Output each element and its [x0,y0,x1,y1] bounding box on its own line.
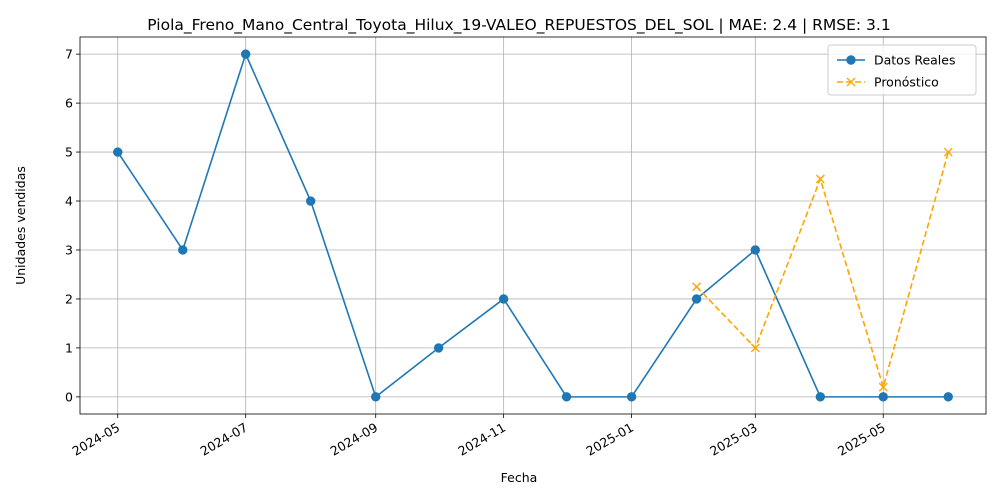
y-tick-label: 1 [65,340,73,355]
data-point [626,392,637,402]
series-0 [113,49,953,402]
legend-label-1: Pronóstico [874,75,939,90]
data-point [240,49,251,59]
series-layer [113,49,953,402]
y-tick-label: 4 [65,194,73,209]
data-point [433,343,444,353]
chart-title: Piola_Freno_Mano_Central_Toyota_Hilux_19… [147,16,890,35]
data-point [691,294,702,304]
y-tick-label: 0 [65,389,73,404]
legend-marker-1 [846,77,856,87]
series-line-1 [696,151,950,390]
y-tick-label: 7 [65,47,73,62]
x-tick-label: 2025-05 [835,420,888,459]
data-point [371,392,381,402]
data-point [750,343,760,353]
legend: Datos Reales Pronóstico [827,44,977,96]
x-axis-label: Fecha [501,470,538,485]
x-tick-label: 2025-03 [707,420,760,459]
data-point [113,147,123,157]
data-point [750,245,761,255]
data-point [878,382,888,392]
x-tick-label: 2024-05 [70,420,123,459]
y-axis-label: Unidades vendidas [13,166,28,285]
data-point [561,392,572,402]
data-point [943,392,953,402]
data-point [943,147,953,157]
x-tick-label: 2024-07 [197,420,250,459]
data-point [815,392,826,402]
x-axis: 2024-05 2024-07 2024-09 2024-11 2025-01 2025-… [70,414,888,459]
data-point [815,174,825,184]
series-line-0 [117,51,949,399]
data-point [305,196,316,206]
data-point [692,282,702,292]
x-tick-label: 2024-11 [455,420,508,459]
y-tick-label: 6 [65,96,73,111]
y-tick-label: 3 [65,242,73,257]
series-1 [692,147,953,392]
grid [80,37,986,414]
data-point [878,392,888,402]
data-point [178,245,188,255]
data-point [498,294,509,304]
y-tick-label: 2 [65,291,73,306]
x-tick-label: 2024-09 [327,420,380,459]
plot-frame [79,36,987,415]
y-tick-label: 5 [65,145,73,160]
x-tick-label: 2025-01 [583,420,636,459]
legend-label-0: Datos Reales [874,53,955,68]
legend-marker-0 [846,55,856,65]
y-axis: 0 1 2 3 4 5 6 7 [65,47,80,404]
